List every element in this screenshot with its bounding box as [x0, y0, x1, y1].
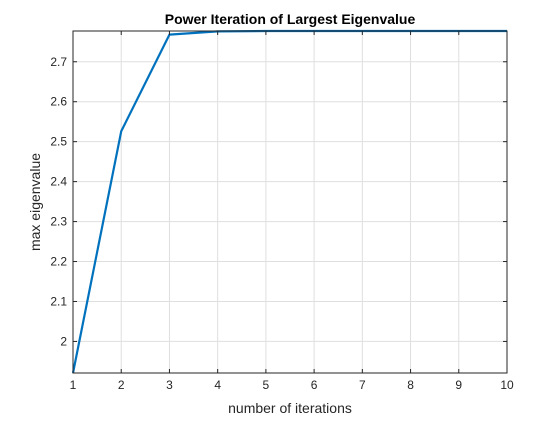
grid-lines	[72, 31, 508, 373]
x-tick-label: 6	[311, 378, 318, 392]
tick-marks	[72, 31, 508, 373]
chart-title: Power Iteration of Largest Eigenvalue	[165, 11, 416, 27]
x-tick-label: 7	[359, 378, 366, 392]
y-tick-label: 2.5	[50, 135, 67, 149]
x-tick-label: 9	[455, 378, 462, 392]
y-tick-label: 2	[60, 334, 67, 348]
x-tick-label: 2	[118, 378, 125, 392]
x-tick-label: 3	[166, 378, 173, 392]
axes-background	[73, 31, 507, 373]
x-tick-label: 8	[407, 378, 414, 392]
x-tick-label: 5	[263, 378, 270, 392]
tick-labels: 1 2 3 4 5 6 7 8 9 10 2 2.1 2.2 2.3 2.4 2.5 2.6 2.7	[50, 55, 514, 392]
y-axis-label: max eigenvalue	[27, 153, 43, 251]
y-tick-label: 2.1	[50, 294, 67, 308]
y-tick-label: 2.7	[50, 55, 67, 69]
y-tick-label: 2.3	[50, 215, 67, 229]
x-tick-label: 4	[214, 378, 221, 392]
x-tick-label: 1	[70, 378, 77, 392]
y-tick-label: 2.4	[50, 175, 67, 189]
y-tick-label: 2.6	[50, 95, 67, 109]
x-axis-label: number of iterations	[228, 400, 352, 416]
axes-box	[72, 30, 508, 374]
y-tick-label: 2.2	[50, 255, 67, 269]
x-tick-label: 10	[500, 378, 514, 392]
